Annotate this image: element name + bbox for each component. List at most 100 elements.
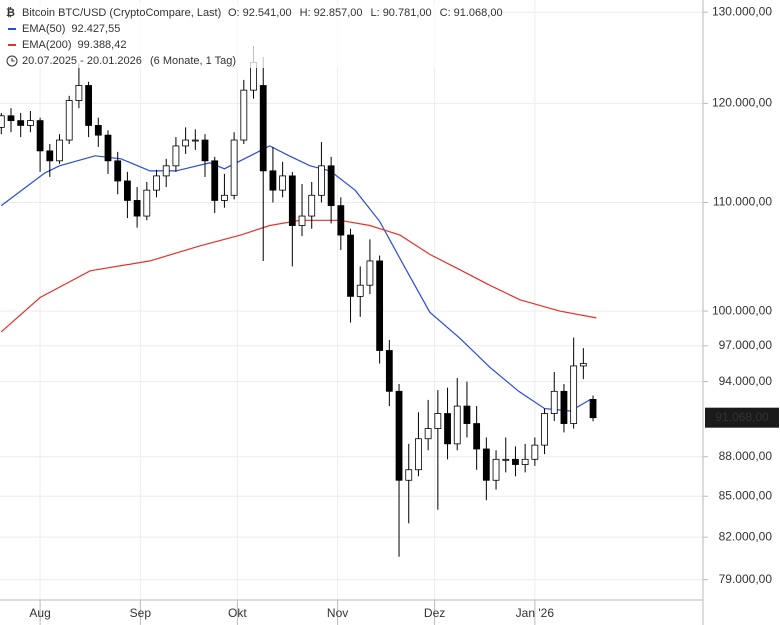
clock-hand [11, 58, 15, 62]
candle-body [221, 194, 228, 201]
y-tick-label: 100.000,00 [712, 303, 772, 317]
x-tick-label: Sep [130, 606, 152, 620]
candle-body [405, 469, 413, 481]
candle-body [56, 139, 63, 162]
candle-body [240, 89, 248, 141]
candle-body [230, 139, 238, 196]
ohlc-value: 91.068,00 [454, 7, 503, 19]
candle-body [26, 120, 34, 126]
candle-body [473, 423, 481, 450]
candle-body [94, 125, 102, 136]
candle-body [288, 175, 296, 226]
header-title: Bitcoin BTC/USD (CryptoCompare, Last) [22, 7, 221, 19]
legend-name: EMA(50) [22, 23, 65, 35]
y-tick-label: 85.000,00 [719, 488, 773, 502]
candle-body [570, 365, 578, 424]
candle-body [318, 165, 325, 196]
header: ₿ Bitcoin BTC/USD (CryptoCompare, Last) … [0, 2, 503, 68]
candle-body [492, 458, 500, 481]
ohlc-label: H: [300, 7, 311, 19]
candle-body [75, 85, 83, 101]
ohlc-value: 90.781,00 [383, 7, 432, 19]
candle-body [385, 350, 393, 392]
candle-body [589, 399, 597, 419]
candle-body [444, 413, 451, 445]
y-tick-label: 82.000,00 [719, 529, 773, 543]
candle-body [104, 134, 112, 162]
candle-body [550, 390, 558, 414]
candle-body [579, 363, 587, 367]
candle-body [211, 160, 219, 201]
candle-body [143, 189, 151, 217]
candle-body [521, 458, 529, 465]
candle-body [36, 120, 44, 152]
ohlc-label: O: [228, 7, 240, 19]
x-tick-label: Okt [228, 606, 247, 620]
ohlc-label: L: [371, 7, 380, 19]
candle-body [327, 165, 335, 207]
candle-body [114, 160, 122, 182]
candle-body [395, 390, 403, 481]
ohlc-value: 92.857,00 [314, 7, 363, 19]
plot-area [0, 45, 597, 557]
last-price-box [705, 407, 779, 428]
candle-body [424, 428, 432, 440]
candle-body [133, 200, 141, 217]
candle-body [46, 150, 54, 162]
candle-body [347, 234, 354, 297]
x-tick-label: Nov [327, 606, 348, 620]
candle-body [7, 115, 15, 122]
candle-body [560, 390, 568, 424]
candle-body [0, 115, 5, 128]
candle-body [376, 260, 384, 351]
y-tick-label: 110.000,00 [713, 195, 772, 209]
x-tick-label: Aug [29, 606, 50, 620]
candle-body [17, 120, 25, 126]
period: (6 Monate, 1 Tag) [150, 55, 236, 67]
grid [0, 0, 703, 600]
ohlc-label: C: [440, 7, 451, 19]
y-tick-label: 97.000,00 [719, 338, 773, 352]
candle-body [356, 284, 364, 297]
candle-body [366, 260, 374, 286]
candle-body [182, 139, 190, 147]
ohlc-value: 92.541,00 [243, 7, 292, 19]
candle-body [65, 100, 73, 141]
last-price-label: 91.068,00 [715, 410, 769, 424]
candle-body [85, 85, 93, 126]
header-bg [0, 2, 500, 68]
candle-body [415, 438, 422, 471]
legend-name: EMA(200) [22, 39, 72, 51]
candle-body [201, 139, 209, 162]
candle-body [124, 180, 131, 201]
ohlc-values: O: 92.541,00 H: 92.857,00 L: 90.781,00 C: 91.06… [228, 7, 503, 19]
candle-body [453, 405, 461, 445]
candle-body [512, 458, 519, 465]
candle-body [298, 215, 306, 226]
candle-body [337, 205, 345, 236]
candle-body [434, 413, 442, 429]
candle-body [269, 170, 277, 191]
candle-body [463, 405, 471, 424]
legend: EMA(50) 92.427,55 EMA(200) 99.388,42 [8, 23, 126, 51]
x-tick-label: Jan '26 [516, 606, 555, 620]
candle-body [279, 175, 287, 191]
axes: 130.000,00 120.000,00 110.000,00 100.000,00… [29, 4, 779, 625]
candle-body [172, 145, 180, 167]
clock-icon [6, 55, 18, 67]
candle-body [541, 413, 548, 446]
candle-body [162, 165, 170, 177]
legend-value: 99.388,42 [78, 39, 127, 51]
candle-body [531, 444, 539, 460]
symbol-icon: ₿ [6, 7, 15, 19]
legend-value: 92.427,55 [71, 23, 120, 35]
x-tick-label: Dez [424, 606, 445, 620]
candle-body [482, 448, 490, 481]
ema-line [0, 145, 597, 412]
y-tick-label: 130.000,00 [712, 4, 772, 18]
y-tick-label: 79.000,00 [719, 572, 773, 586]
y-tick-label: 120.000,00 [712, 96, 772, 110]
y-tick-label: 94.000,00 [719, 374, 773, 388]
